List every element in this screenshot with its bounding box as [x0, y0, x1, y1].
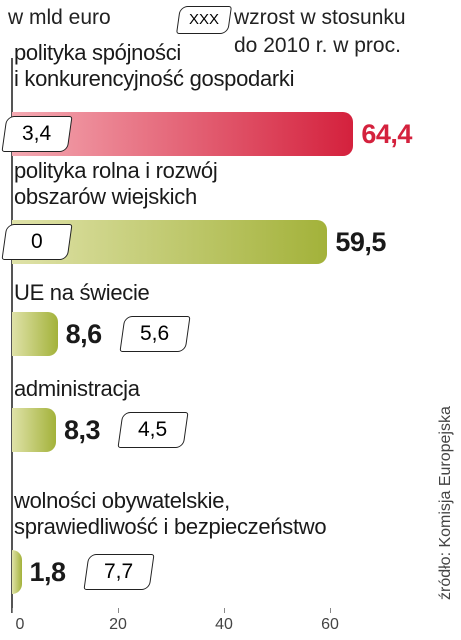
growth-box: 3,4	[1, 116, 73, 152]
x-tick-mark	[223, 608, 225, 613]
value-label: 1,8	[29, 557, 67, 587]
x-tick-mark	[11, 608, 13, 613]
value-label: 64,4	[361, 119, 412, 149]
category-label: wolności obywatelskie, sprawiedliwość i …	[14, 488, 327, 539]
legend-box-text: XXX	[188, 11, 219, 28]
value-label: 8,6	[65, 319, 103, 349]
x-tick-mark	[329, 608, 331, 613]
growth-label: 0	[31, 230, 43, 253]
bar	[12, 312, 58, 356]
bar	[12, 408, 56, 452]
category-label: polityka spójności i konkurencyjność gos…	[14, 40, 295, 91]
x-tick-label: 0	[15, 616, 25, 633]
growth-label: 4,5	[138, 418, 168, 441]
legend-box: XXX	[176, 6, 232, 34]
growth-label: 5,6	[139, 322, 170, 345]
value-label: 8,3	[63, 415, 101, 445]
growth-box: 7,7	[83, 554, 155, 590]
growth-box: 5,6	[119, 316, 191, 352]
x-tick-mark	[117, 608, 119, 613]
unit-label: w mld euro	[8, 6, 111, 29]
growth-label: 7,7	[103, 560, 134, 583]
category-label: administracja	[14, 376, 140, 401]
category-label: polityka rolna i rozwój obszarów wiejski…	[14, 158, 218, 209]
bar	[12, 550, 22, 594]
source: źródło: Komisja Europejska	[437, 406, 454, 600]
value-label: 59,5	[335, 227, 386, 257]
legend-note: wzrost w stosunku do 2010 r. w proc.	[234, 6, 406, 57]
category-label: UE na świecie	[14, 280, 150, 305]
x-tick-label: 20	[109, 616, 127, 633]
growth-box: 4,5	[117, 412, 189, 448]
x-tick-label: 60	[321, 616, 339, 633]
x-tick-label: 40	[215, 616, 233, 633]
growth-box: 0	[1, 224, 73, 260]
growth-label: 3,4	[22, 122, 52, 145]
